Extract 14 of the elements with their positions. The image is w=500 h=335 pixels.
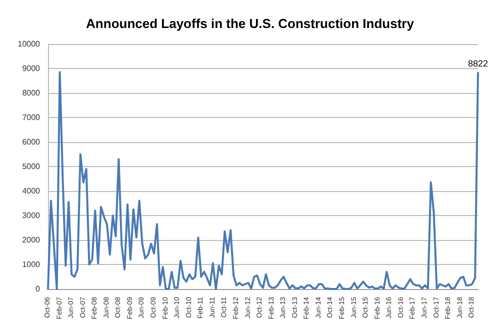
- y-tick-label: 8000: [22, 88, 41, 98]
- y-tick-label: 9000: [22, 64, 41, 73]
- y-tick-label: 6000: [22, 138, 41, 146]
- y-tick-label: 0: [36, 284, 41, 294]
- y-tick-label: 1000: [22, 260, 41, 269]
- y-tick-label: 3000: [22, 211, 41, 220]
- y-tick-label: 7000: [22, 113, 41, 122]
- line-series: [47, 71, 479, 290]
- y-tick-label: 2000: [22, 236, 41, 244]
- chart-title: Announced Layoffs in the U.S. Construction Industry: [86, 16, 415, 31]
- y-tick-label: 4000: [22, 186, 41, 196]
- y-tick-label: 10000: [18, 40, 41, 48]
- y-tick-label: 5000: [22, 162, 41, 171]
- data-label: 8822: [468, 58, 488, 68]
